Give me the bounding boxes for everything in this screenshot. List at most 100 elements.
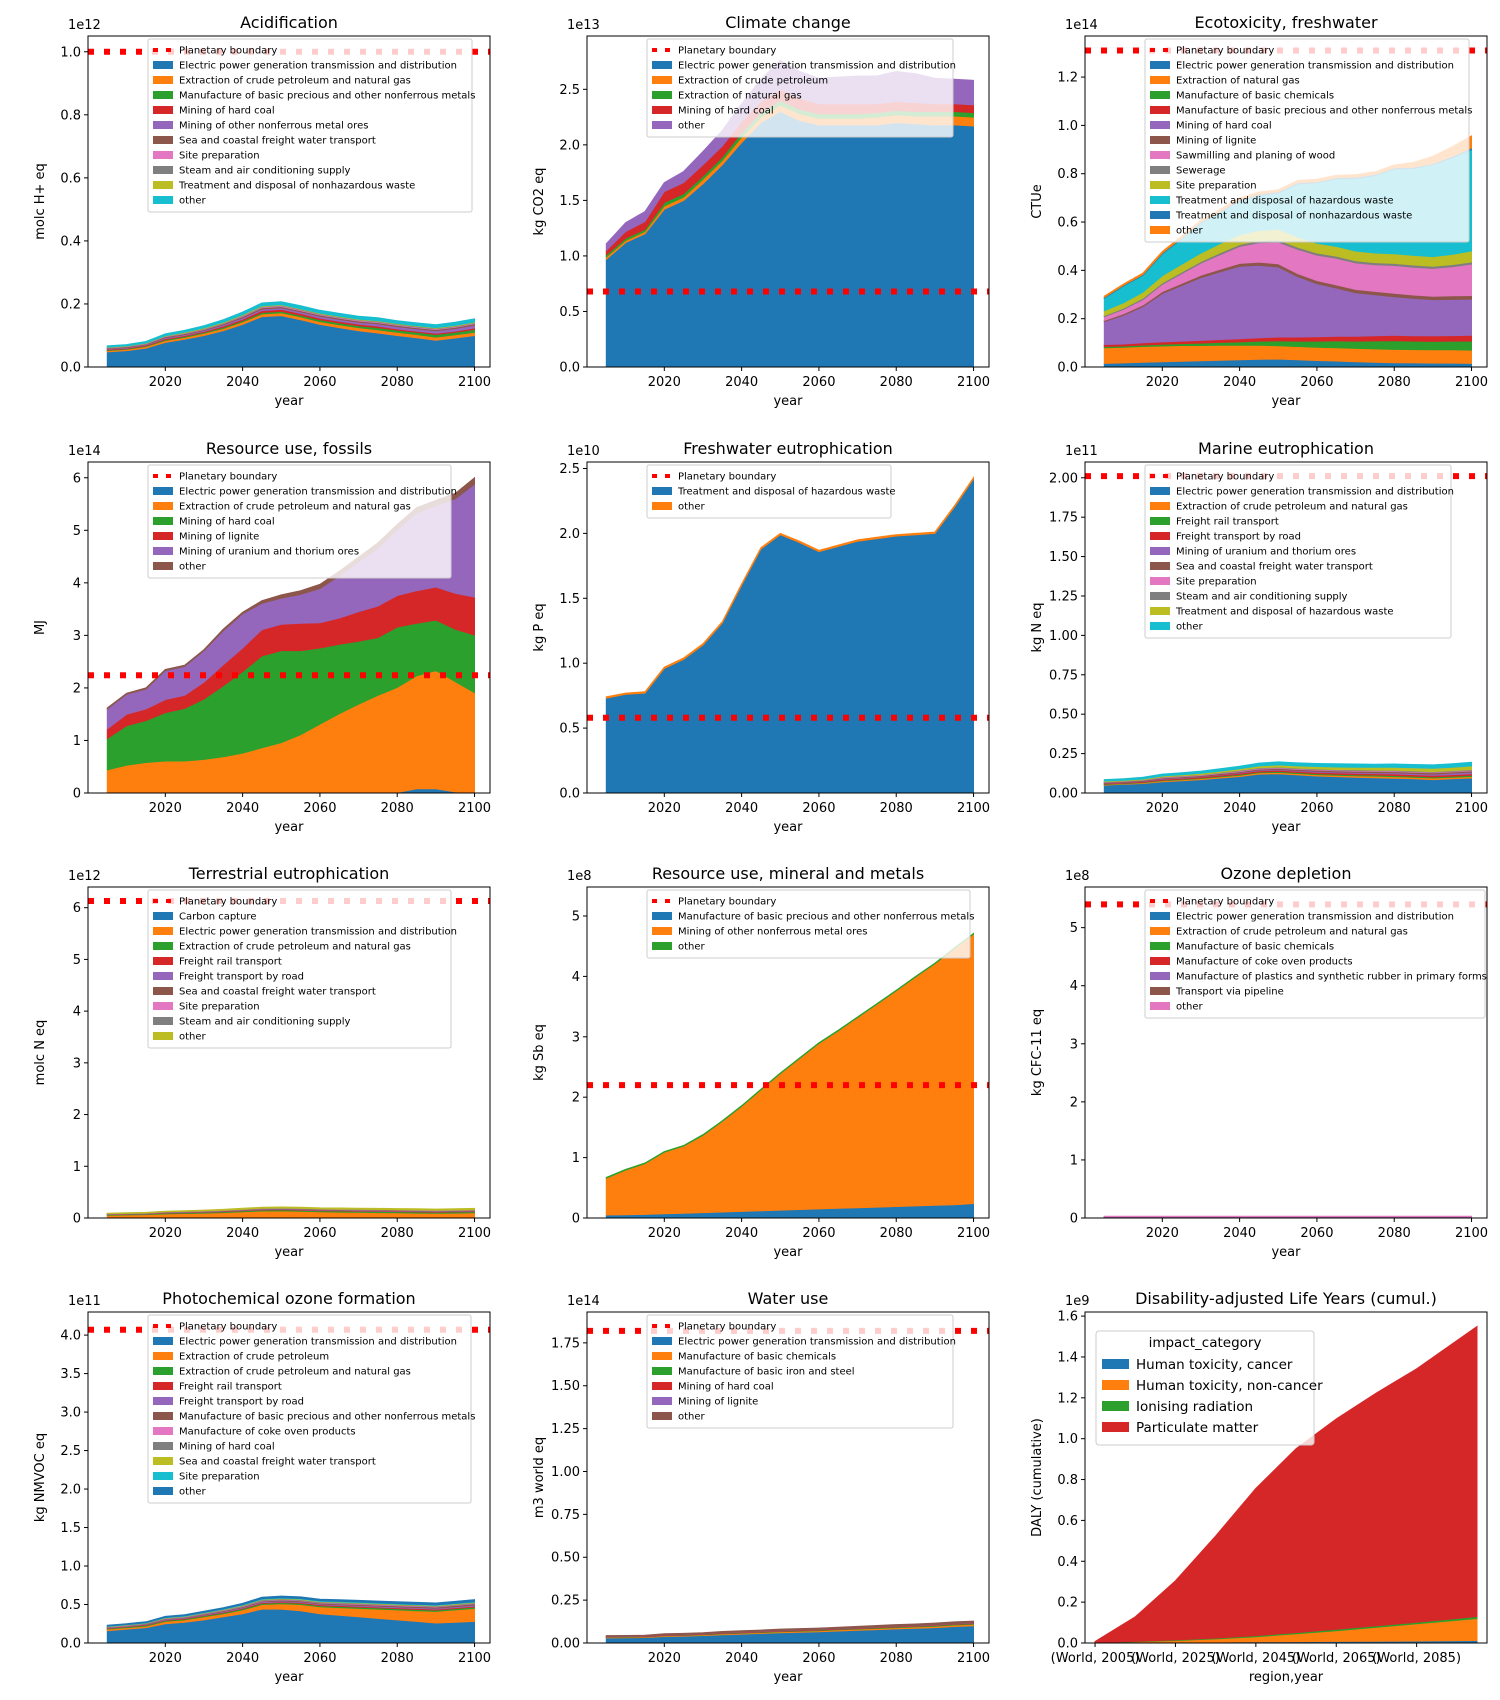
axis-exponent: 1e11 [1065, 444, 1098, 459]
y-tick-label: 0.0 [559, 361, 580, 376]
axes-frame [87, 35, 491, 368]
chart-panel: 0 1 2 3 4 5 6 2020 2040 2060 2080 2100 Terrestrial e… [33, 864, 491, 1260]
x-tick-label: 2020 [149, 1226, 182, 1241]
legend: impact_category Human toxicity, cancer Hum… [1095, 1330, 1323, 1446]
legend-label: Electric power generation transmission a… [179, 487, 457, 498]
legend-swatch [153, 181, 173, 189]
legend-swatch [153, 957, 173, 965]
x-tick-label: 2040 [725, 801, 758, 816]
legend-label: Sawmilling and planing of wood [1176, 151, 1335, 162]
legend-label: Manufacture of basic chemicals [678, 1352, 836, 1363]
legend-title: impact_category [1149, 1335, 1262, 1351]
y-tick-label: 2.5 [559, 83, 580, 98]
legend-swatch [1150, 106, 1170, 114]
legend-label: Sea and coastal freight water transport [179, 136, 376, 147]
y-tick-label: 0.50 [1049, 708, 1078, 723]
y-tick-label: 0.8 [60, 108, 81, 123]
legend-swatch [153, 1487, 173, 1495]
x-tick-label: 2080 [381, 801, 414, 816]
legend-swatch [652, 487, 672, 495]
chart-panel: 0.0 0.2 0.4 0.6 0.8 1.0 2020 2040 2060 2080 2100 Ac… [33, 13, 491, 409]
axes-frame [586, 461, 990, 794]
chart-title: Disability-adjusted Life Years (cumul.) [1135, 1289, 1437, 1308]
legend-label: Electric power generation transmission a… [678, 1337, 956, 1348]
y-tick-label: 1.0 [60, 45, 81, 60]
legend-box [147, 38, 473, 213]
legend-swatch [1150, 226, 1170, 234]
legend-swatch [1150, 957, 1170, 965]
chart-title: Marine eutrophication [1198, 439, 1374, 458]
legend-label: Manufacture of basic precious and other … [179, 1412, 475, 1423]
chart-title: Resource use, mineral and metals [652, 864, 924, 883]
legend-label: Manufacture of basic chemicals [1176, 91, 1334, 102]
y-tick-label: 3.0 [60, 1406, 81, 1421]
x-tick-label: 2020 [1146, 375, 1179, 390]
x-tick-label: 2060 [802, 375, 835, 390]
y-tick-label: 1.5 [559, 592, 580, 607]
legend-label: Extraction of crude petroleum [179, 1352, 329, 1363]
plot-area [1094, 1325, 1478, 1643]
y-tick-label: 5 [73, 524, 81, 539]
legend-swatch [1102, 1401, 1129, 1411]
chart-panel: 0 1 2 3 4 5 2020 2040 2060 2080 2100 Ozone depletio… [1030, 864, 1488, 1260]
legend-swatch [1150, 61, 1170, 69]
y-axis-label: CTUe [1030, 184, 1045, 219]
legend-box [147, 464, 452, 579]
y-axis-label: kg N eq [1030, 602, 1045, 652]
chart-title: Freshwater eutrophication [683, 439, 893, 458]
legend-label: Site preparation [179, 151, 260, 162]
legend-box [1144, 38, 1470, 243]
legend-label: Electric power generation transmission a… [179, 61, 457, 72]
y-tick-label: 0.2 [60, 297, 81, 312]
legend-label: Mining of hard coal [179, 1442, 275, 1453]
axis-exponent: 1e8 [567, 869, 592, 884]
y-tick-label: 0.5 [559, 722, 580, 737]
y-tick-label: 0.75 [1049, 668, 1078, 683]
legend-swatch [1102, 1359, 1129, 1369]
legend-label: Planetary boundary [1176, 46, 1274, 57]
legend-swatch [1150, 121, 1170, 129]
x-tick-label: 2100 [458, 1651, 491, 1666]
axes-frame [586, 886, 990, 1219]
y-tick-label: 2.0 [559, 138, 580, 153]
legend-swatch [153, 76, 173, 84]
legend-swatch [1150, 607, 1170, 615]
area-series [605, 110, 974, 367]
legend-swatch [1150, 181, 1170, 189]
x-tick-label: 2040 [1223, 375, 1256, 390]
legend-label: Human toxicity, cancer [1136, 1357, 1293, 1373]
legend-swatch [1150, 166, 1170, 174]
chart-title: Terrestrial eutrophication [188, 864, 390, 883]
legend-label: Steam and air conditioning supply [1176, 592, 1348, 603]
legend: Planetary boundary Carbon capture Electric… [147, 889, 457, 1049]
legend-label: Extraction of crude petroleum and natura… [179, 942, 411, 953]
legend-label: Electric power generation transmission a… [1176, 61, 1454, 72]
area-series [1103, 761, 1472, 782]
y-tick-label: 2 [572, 1091, 580, 1106]
y-tick-label: 1.0 [1057, 1432, 1078, 1447]
axis-exponent: 1e10 [567, 444, 600, 459]
x-tick-label: (World, 2085) [1372, 1651, 1461, 1666]
y-tick-label: 0 [572, 1212, 580, 1227]
legend-label: Steam and air conditioning supply [179, 166, 351, 177]
legend-label: Extraction of crude petroleum and natura… [1176, 502, 1408, 513]
legend-swatch [1150, 76, 1170, 84]
y-tick-label: 0.25 [1049, 747, 1078, 762]
legend-swatch [652, 1382, 672, 1390]
y-tick-label: 1 [572, 1151, 580, 1166]
legend-swatch [1150, 502, 1170, 510]
x-tick-label: 2100 [957, 801, 990, 816]
axis-exponent: 1e12 [68, 18, 101, 33]
y-tick-label: 0.4 [1057, 264, 1078, 279]
legend-swatch [153, 1457, 173, 1465]
chart-panel: 0.0 0.2 0.4 0.6 0.8 1.0 1.2 1.4 1.6 (World, 2005)… [1030, 1289, 1488, 1685]
x-tick-label: 2020 [149, 1651, 182, 1666]
x-tick-label: 2080 [880, 1651, 913, 1666]
legend: Planetary boundary Electric power generat… [147, 38, 475, 213]
y-tick-label: 0 [1070, 1212, 1078, 1227]
legend-label: Planetary boundary [179, 472, 277, 483]
y-tick-label: 4 [1070, 979, 1078, 994]
x-axis-label: year [274, 1670, 304, 1685]
x-tick-label: 2060 [303, 375, 336, 390]
x-tick-label: 2060 [802, 1226, 835, 1241]
